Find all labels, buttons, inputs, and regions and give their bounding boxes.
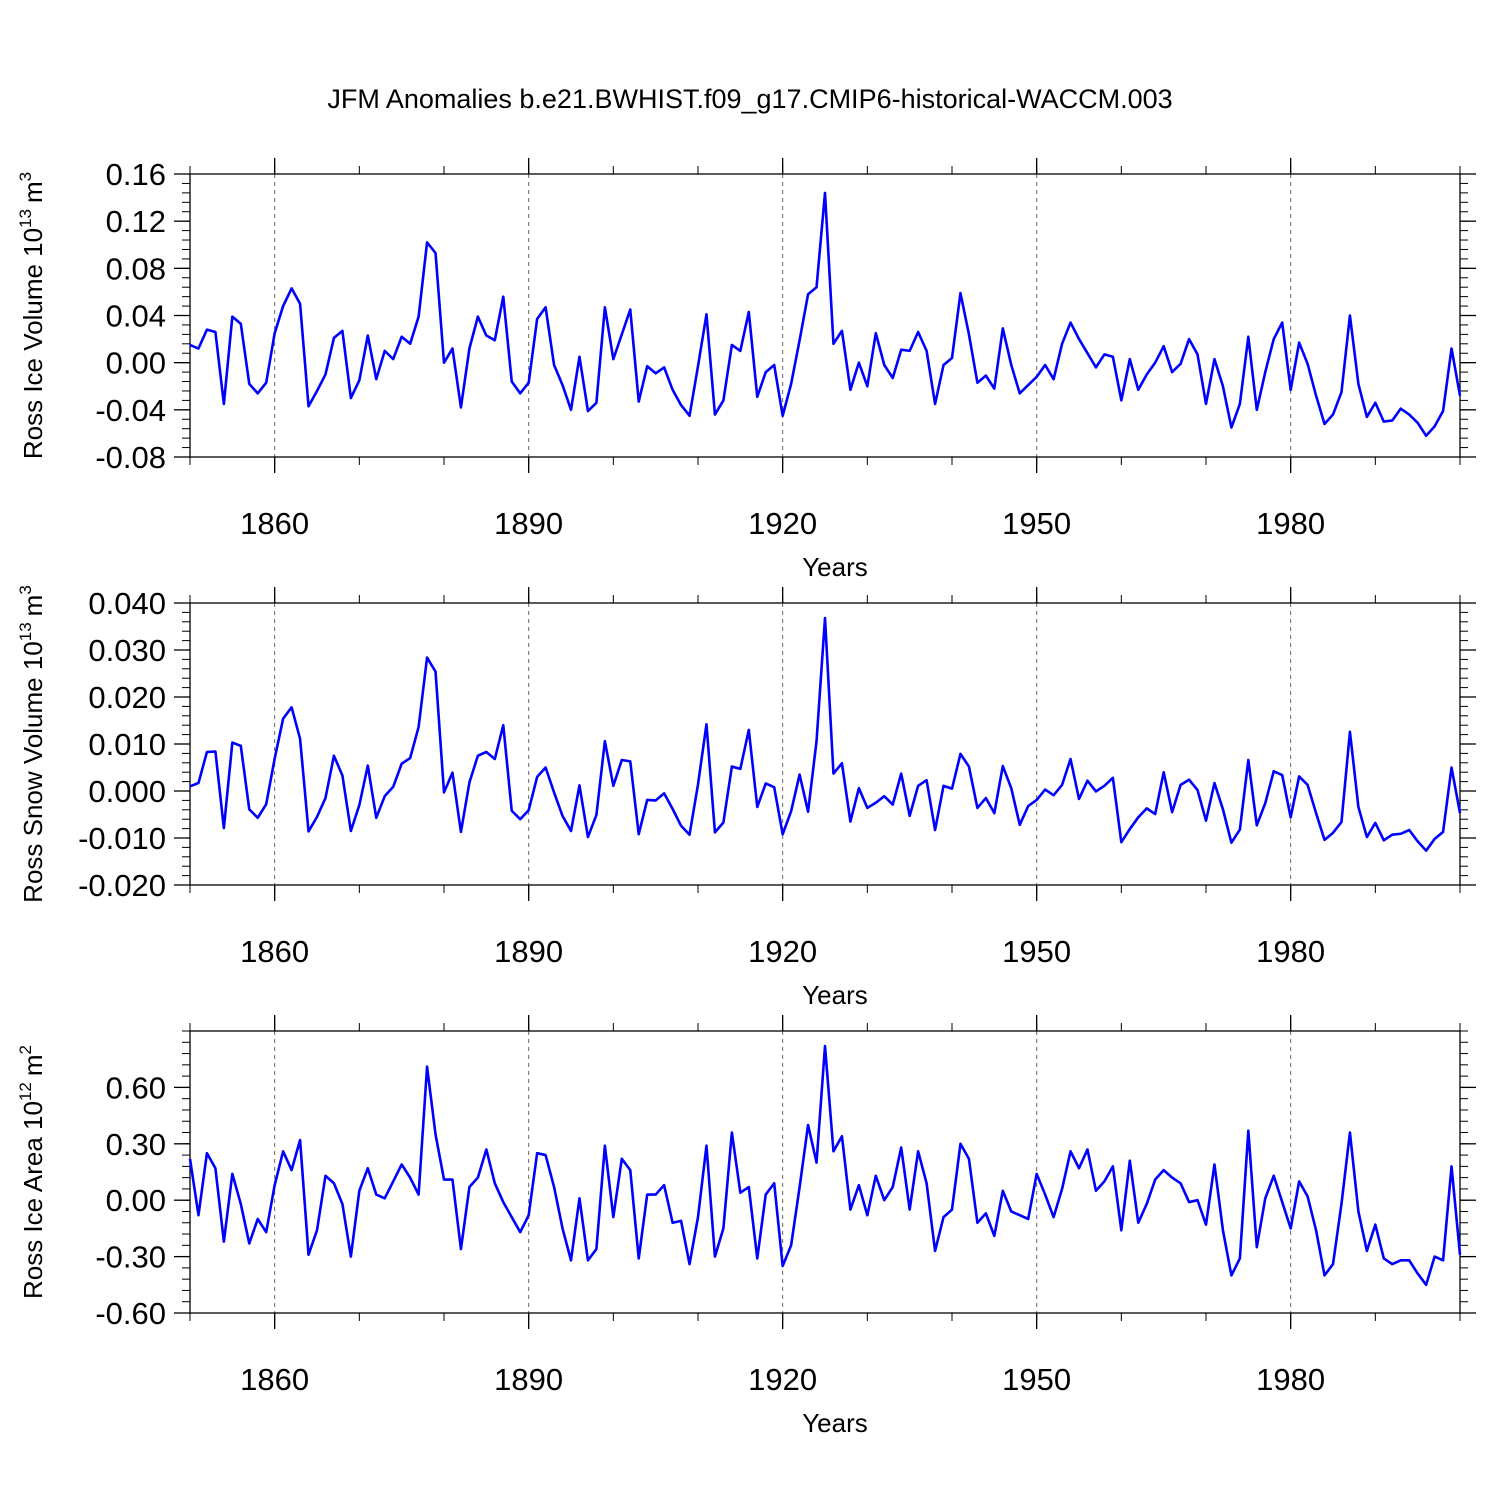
- y-axis-label-unit-exponent: 3: [16, 585, 35, 594]
- x-tick-label: 1950: [1002, 1362, 1071, 1397]
- x-tick-label: 1860: [240, 934, 309, 969]
- y-axis-label: Ross Ice Volume 1013 m3: [16, 172, 48, 459]
- y-axis-label-unit-exponent: 2: [16, 1045, 35, 1054]
- plot-frame: [189, 602, 1461, 886]
- y-tick-label: -0.020: [78, 868, 166, 903]
- y-tick-label: -0.60: [95, 1296, 166, 1331]
- y-tick-label: 0.010: [88, 727, 166, 762]
- x-axis-label: Years: [802, 980, 868, 1010]
- y-axis-label-exponent: 13: [16, 622, 35, 641]
- x-tick-label: 1860: [240, 506, 309, 541]
- x-tick-label: 1890: [494, 934, 563, 969]
- plot-frame: [189, 173, 1461, 458]
- y-axis-label-unit-exponent: 3: [16, 172, 35, 181]
- x-tick-label: 1920: [748, 1362, 817, 1397]
- y-tick-label: 0.000: [88, 774, 166, 809]
- series-line-ice-area: [188, 1044, 1462, 1287]
- y-axis-label-exponent: 13: [16, 209, 35, 228]
- x-axis-label: Years: [802, 552, 868, 582]
- x-tick-label: 1950: [1002, 506, 1071, 541]
- chart-panel-snow-volume: -0.020 -0.010 0.000 0.010 0.020 0.030 0.040 186…: [16, 585, 1476, 1010]
- figure-title: JFM Anomalies b.e21.BWHIST.f09_g17.CMIP6…: [327, 84, 1173, 114]
- y-axis-label-main: Ross Ice Area 10: [18, 1101, 48, 1299]
- y-tick-label: 0.16: [106, 157, 166, 192]
- x-tick-label: 1980: [1256, 506, 1325, 541]
- x-tick-label: 1950: [1002, 934, 1071, 969]
- y-axis-label: Ross Ice Area 1012 m2: [16, 1045, 48, 1299]
- y-axis-label-unit: m: [18, 1054, 48, 1076]
- x-tick-label: 1980: [1256, 1362, 1325, 1397]
- y-axis-label-main: Ross Ice Volume 10: [18, 228, 48, 459]
- y-axis-label: Ross Snow Volume 1013 m3: [16, 585, 48, 903]
- y-tick-label: 0.030: [88, 633, 166, 668]
- plot-frame: [189, 1030, 1461, 1314]
- y-tick-label: 0.040: [88, 586, 166, 621]
- y-axis-label-exponent: 12: [16, 1082, 35, 1101]
- chart-panel-ice-volume: -0.08 -0.04 0.00 0.04 0.08 0.12 0.16 1860 1890 19…: [16, 157, 1476, 582]
- y-tick-label: -0.08: [95, 440, 166, 475]
- series-line-ice-volume: [189, 191, 1462, 438]
- x-tick-label: 1890: [494, 1362, 563, 1397]
- y-axis-label-unit: m: [18, 181, 48, 203]
- y-tick-label: 0.04: [106, 299, 166, 334]
- x-axis-label: Years: [802, 1408, 868, 1438]
- x-tick-label: 1920: [748, 506, 817, 541]
- x-tick-label: 1860: [240, 1362, 309, 1397]
- y-tick-label: 0.08: [106, 251, 166, 286]
- y-tick-label: 0.60: [106, 1070, 166, 1105]
- y-tick-label: 0.30: [106, 1127, 166, 1162]
- y-tick-label: -0.010: [78, 821, 166, 856]
- y-axis-label-main: Ross Snow Volume 10: [18, 641, 48, 903]
- x-tick-label: 1890: [494, 506, 563, 541]
- y-tick-label: -0.04: [95, 393, 166, 428]
- y-axis-label-unit: m: [18, 595, 48, 617]
- chart-panel-ice-area: -0.60 -0.30 0.00 0.30 0.60 1860 1890 1920 1950 19…: [16, 1015, 1476, 1438]
- y-tick-label: 0.12: [106, 204, 166, 239]
- y-tick-label: -0.30: [95, 1240, 166, 1275]
- x-tick-label: 1920: [748, 934, 817, 969]
- y-tick-label: 0.00: [106, 346, 166, 381]
- y-tick-label: 0.020: [88, 680, 166, 715]
- y-tick-label: 0.00: [106, 1183, 166, 1218]
- x-tick-label: 1980: [1256, 934, 1325, 969]
- series-line-snow-volume: [189, 616, 1462, 852]
